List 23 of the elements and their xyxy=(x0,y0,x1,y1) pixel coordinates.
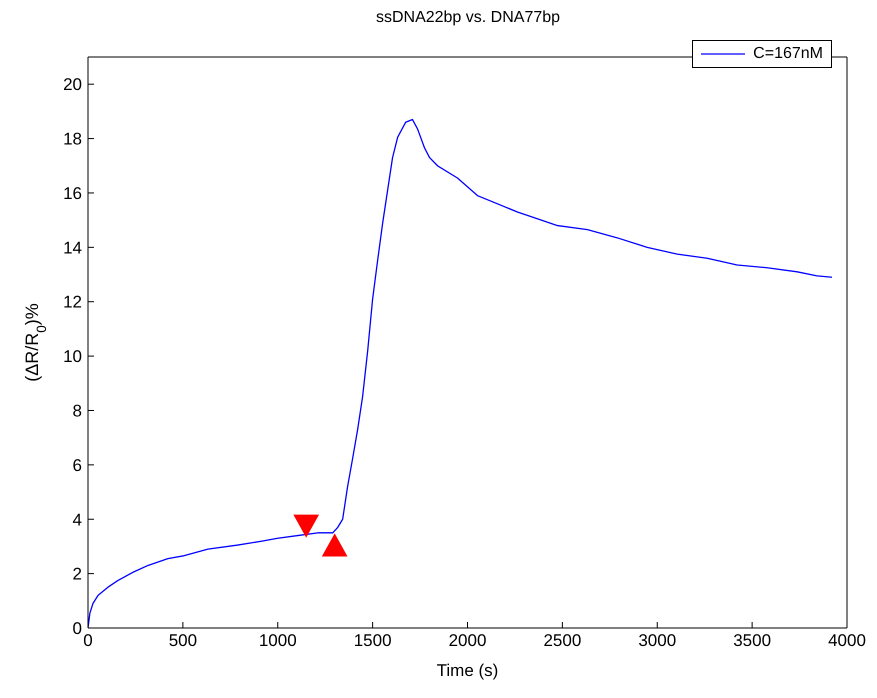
y-tick-label: 16 xyxy=(63,184,82,203)
x-tick-label: 3500 xyxy=(733,631,772,650)
y-tick-label: 10 xyxy=(63,347,82,366)
y-tick-label: 2 xyxy=(72,564,82,584)
line-series xyxy=(88,118,833,628)
chart-title: ssDNA22bp vs. DNA77bp xyxy=(376,9,560,26)
y-tick-label: 12 xyxy=(63,292,82,312)
x-tick-label: 2000 xyxy=(448,631,486,650)
legend-label: C=167nM xyxy=(753,45,823,63)
x-tick-label: 1500 xyxy=(354,631,392,650)
y-tick-label: 0 xyxy=(72,619,82,638)
x-tick-label: 4000 xyxy=(828,631,866,650)
y-tick-label: 18 xyxy=(63,130,82,149)
x-tick-label: 500 xyxy=(168,631,198,650)
y-tick-label: 8 xyxy=(72,402,82,421)
y-tick-label: 14 xyxy=(63,238,82,258)
y-tick-label: 6 xyxy=(72,456,82,475)
y-tick-label: 4 xyxy=(72,510,82,530)
y-tick-label: 20 xyxy=(63,75,82,94)
x-tick-label: 3000 xyxy=(638,631,676,650)
x-tick-label: 1000 xyxy=(258,631,297,650)
x-tick-label: 2500 xyxy=(543,631,582,650)
x-axis-title: Time (s) xyxy=(436,661,498,680)
